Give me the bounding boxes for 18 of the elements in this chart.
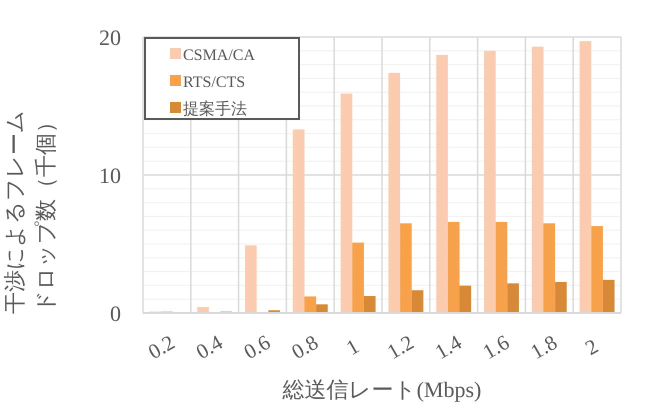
legend-label: CSMA/CA: [183, 47, 256, 64]
legend-label: 提案手法: [183, 100, 247, 118]
x-tick-label: 0.2: [144, 330, 179, 364]
x-tick-label: 0.6: [240, 330, 274, 364]
x-tick-label: 0.4: [192, 330, 227, 364]
y-tick-label: 0: [110, 301, 121, 326]
legend-label: RTS/CTS: [183, 74, 246, 91]
x-tick-label: 1.4: [430, 330, 466, 364]
x-tick-label: 1.6: [478, 330, 514, 364]
y-tick-label: 10: [99, 163, 121, 188]
x-tick-label: 1.2: [383, 330, 418, 364]
x-tick-label: 1.8: [526, 330, 562, 364]
y-axis-title: 干渉によるフレームドロップ数（千個）: [2, 110, 58, 314]
x-tick-label: 0.8: [287, 330, 322, 364]
x-axis-title: 総送信レート(Mbps): [282, 377, 482, 402]
x-tick-label: 1: [342, 334, 364, 360]
y-tick-label: 20: [99, 25, 121, 50]
x-tick-label: 2: [581, 334, 602, 360]
